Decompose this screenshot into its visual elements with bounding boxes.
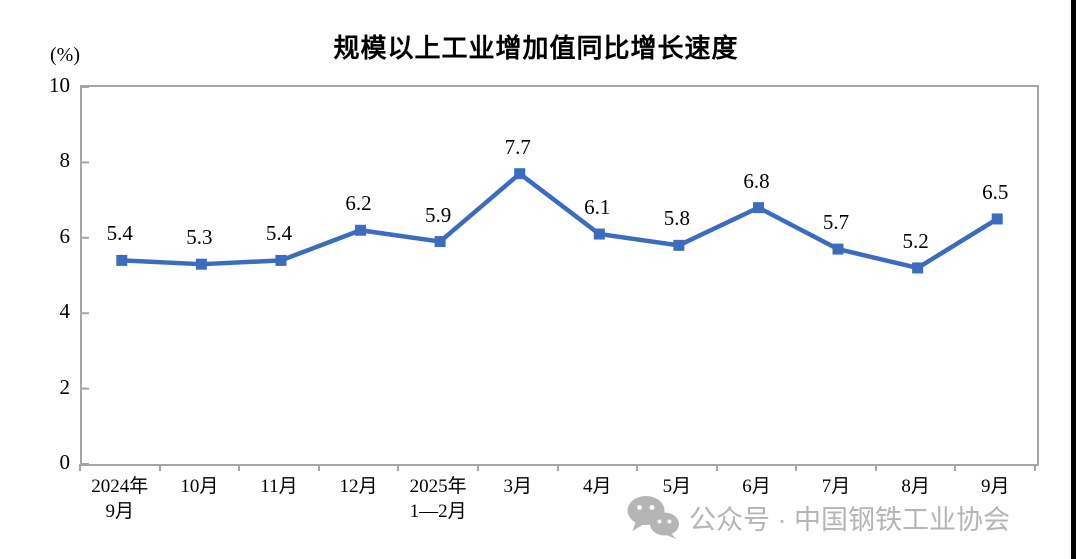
data-point-label: 5.9 [425, 202, 452, 227]
data-point-label: 5.2 [902, 228, 929, 253]
x-axis-category-label: 11月 [260, 476, 298, 497]
watermark: 公众号 · 中国钢铁工业协会 [626, 494, 1010, 540]
line-series-svg [82, 87, 1003, 464]
y-axis-tick-label: 8 [59, 148, 71, 173]
data-point-marker [832, 243, 844, 255]
data-point-label: 6.2 [345, 191, 372, 216]
data-point-label: 5.8 [663, 206, 690, 231]
plot-area [80, 85, 1039, 466]
x-axis-tick-mark [556, 464, 559, 471]
x-axis-tick-mark [476, 464, 479, 471]
data-point-marker [593, 228, 605, 240]
series-line [121, 171, 999, 271]
y-axis-tick-label: 10 [49, 73, 70, 97]
x-axis-category-label: 5月 [662, 476, 692, 497]
data-point-label: 5.3 [186, 225, 213, 250]
x-axis-tick-mark [317, 464, 320, 471]
data-point-marker [434, 236, 446, 248]
x-axis-tick-mark [1034, 464, 1036, 471]
data-point-label: 5.7 [822, 210, 850, 235]
data-point-marker [912, 262, 924, 274]
x-axis-tick-mark [715, 464, 718, 471]
data-point-marker [275, 254, 287, 266]
x-axis-tick-mark [874, 464, 877, 471]
x-axis-category-label: 6月 [742, 476, 771, 497]
data-point-label: 5.4 [265, 221, 293, 246]
data-point-marker [514, 168, 526, 180]
x-axis-category-label: 2025年 1—2月 [409, 476, 467, 522]
x-axis-category-label: 10月 [180, 476, 219, 497]
chart-title: 规模以上工业增加值同比增长速度 [333, 33, 739, 63]
x-axis-category-label: 4月 [583, 476, 612, 497]
data-point-label: 7.7 [504, 134, 531, 159]
x-axis-tick-mark [954, 464, 957, 471]
x-axis-tick-mark [795, 464, 798, 471]
y-axis-unit-label: (%) [50, 44, 80, 66]
data-point-marker [991, 213, 1003, 225]
data-point-marker [195, 258, 207, 270]
y-axis-tick-label: 4 [59, 299, 71, 324]
data-point-marker [355, 224, 367, 236]
data-point-label: 6.1 [584, 195, 611, 220]
x-axis-tick-mark [397, 464, 400, 471]
x-axis-category-label: 2024年 9月 [91, 476, 149, 522]
data-point-label: 6.8 [743, 168, 770, 193]
screen-edge-bar [1071, 0, 1076, 559]
x-axis-tick-mark [636, 464, 639, 471]
x-axis-category-label: 3月 [503, 476, 532, 497]
x-axis-tick-mark [238, 464, 241, 471]
watermark-text: 公众号 · 中国钢铁工业协会 [689, 504, 1010, 535]
data-point-marker [752, 202, 764, 214]
data-point-label: 5.4 [106, 221, 133, 246]
x-axis-category-label: 9月 [980, 476, 1010, 497]
x-axis-category-label: 8月 [901, 476, 930, 497]
y-axis-tick-label: 2 [59, 374, 71, 399]
x-axis-tick-mark [79, 464, 81, 471]
data-point-marker [116, 254, 128, 266]
wechat-icon [626, 495, 680, 539]
x-axis-tick-mark [158, 464, 161, 471]
x-axis-category-label: 7月 [821, 476, 851, 497]
data-point-marker [673, 239, 685, 251]
data-point-label: 6.5 [982, 179, 1009, 204]
y-axis-tick-label: 6 [59, 223, 71, 248]
x-axis-category-label: 12月 [339, 476, 378, 497]
y-axis-tick-label: 0 [59, 450, 71, 474]
